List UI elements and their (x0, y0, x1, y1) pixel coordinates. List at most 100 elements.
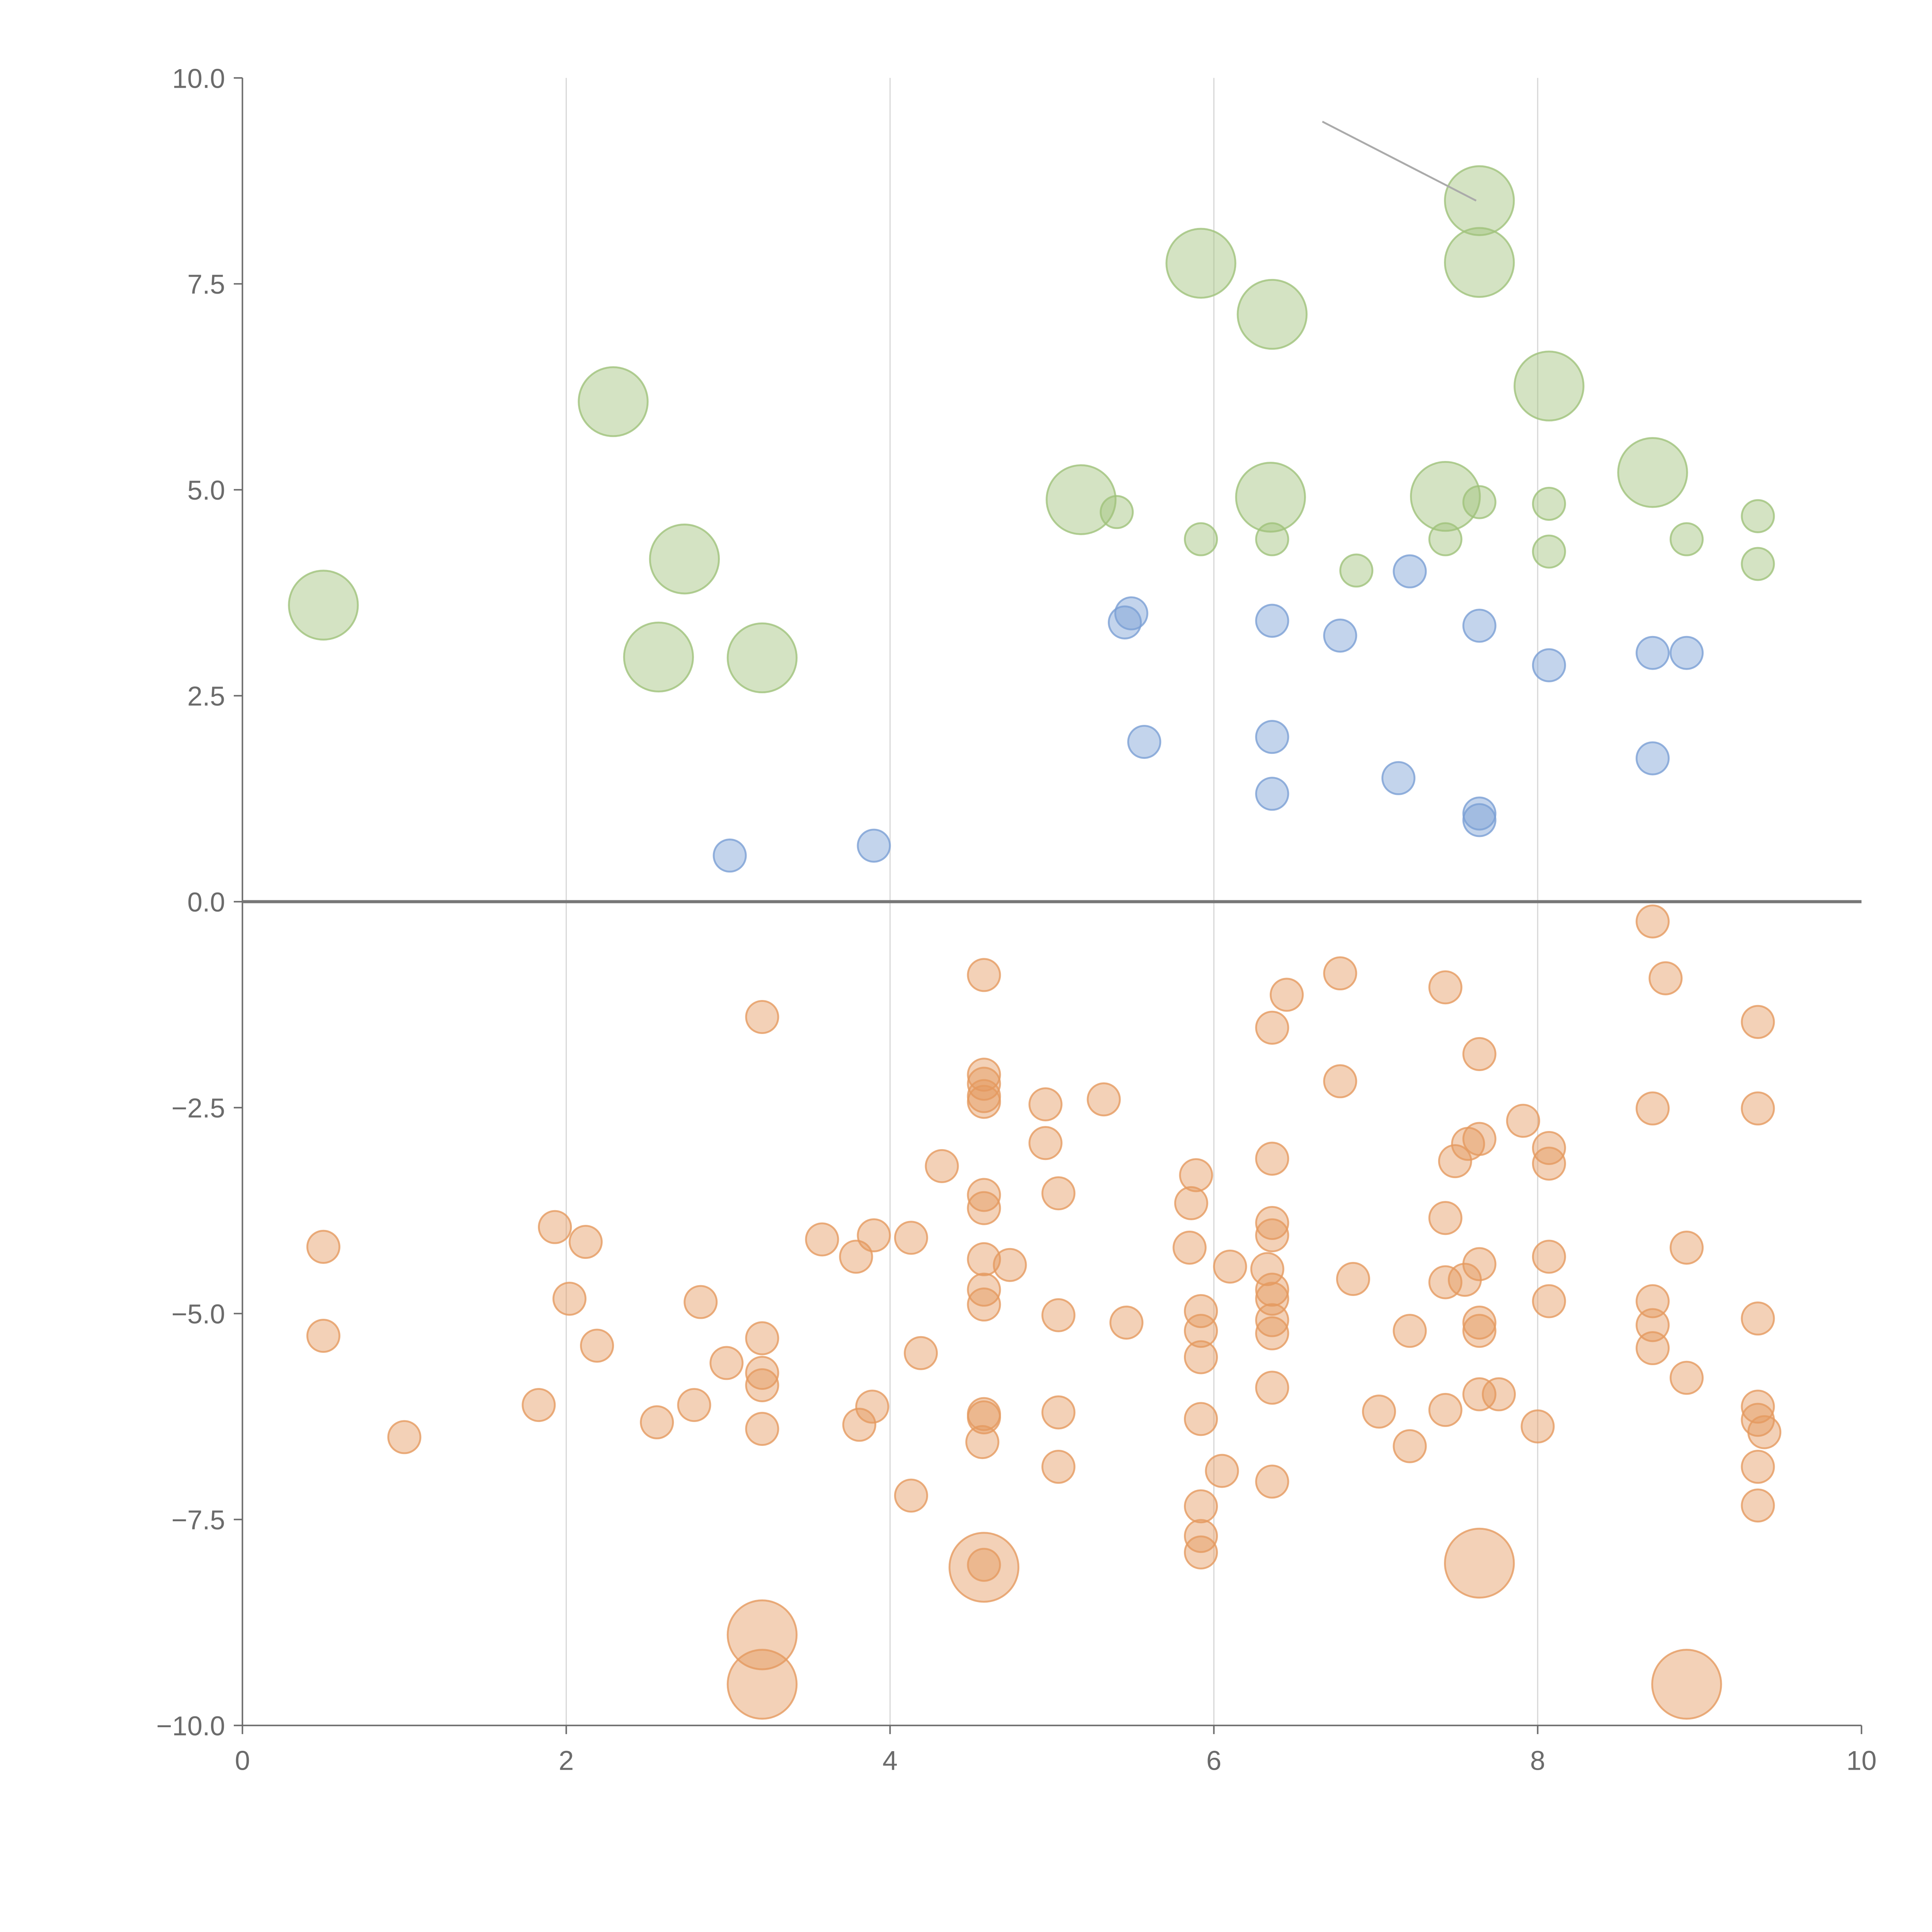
data-point-orange (1087, 1082, 1121, 1117)
data-point-orange (745, 1412, 779, 1446)
data-point-blue (857, 828, 891, 863)
data-point-orange (1041, 1395, 1076, 1430)
data-point-orange (967, 1085, 1001, 1119)
data-point-orange (967, 1178, 1001, 1212)
data-point-orange (1041, 1298, 1076, 1332)
data-point-orange (967, 1400, 1001, 1435)
data-point-green (1410, 461, 1481, 532)
data-point-orange (1428, 970, 1463, 1005)
data-point-orange (855, 1389, 889, 1424)
data-point-orange (967, 1066, 1001, 1101)
data-point-blue (1462, 609, 1497, 643)
data-point-orange (726, 1599, 798, 1670)
data-point-blue (1669, 636, 1704, 670)
data-point-orange (894, 1478, 928, 1513)
data-point-orange (1635, 1091, 1670, 1126)
data-point-orange (1635, 1284, 1670, 1318)
data-point-green (1255, 522, 1289, 556)
data-point-orange (1532, 1146, 1566, 1181)
data-point-orange (522, 1388, 556, 1422)
data-point-orange (1323, 1064, 1357, 1099)
data-point-green (1462, 485, 1497, 519)
data-point-orange (1255, 1218, 1289, 1252)
series-blue (713, 554, 1704, 873)
y-tick-label: 0.0 (187, 887, 225, 917)
data-point-orange (1462, 1247, 1497, 1281)
data-point-orange (1648, 961, 1683, 995)
x-tick-label: 10 (1846, 1745, 1876, 1776)
data-point-orange (1635, 904, 1670, 939)
data-point-orange (1213, 1249, 1247, 1284)
data-point-green (623, 621, 694, 693)
y-tick-label: −7.5 (172, 1505, 225, 1535)
data-point-orange (1506, 1104, 1540, 1138)
data-point-orange (1184, 1402, 1218, 1436)
data-point-orange (1174, 1186, 1208, 1220)
y-tick-label: 10.0 (172, 63, 225, 94)
data-point-orange (948, 1532, 1020, 1603)
data-point-orange (1651, 1649, 1722, 1720)
data-point-blue (1255, 604, 1289, 638)
data-point-orange (1462, 1122, 1497, 1156)
data-point-orange (745, 1321, 779, 1355)
x-tick-label: 2 (559, 1745, 574, 1776)
data-point-orange (1438, 1144, 1472, 1179)
data-point-green (1339, 553, 1374, 588)
data-point-orange (967, 1548, 1001, 1582)
data-point-orange (709, 1346, 744, 1380)
data-point-orange (1444, 1527, 1515, 1599)
data-point-green (1532, 486, 1566, 521)
data-point-orange (1255, 1464, 1289, 1499)
data-point-orange (580, 1328, 614, 1363)
data-point-orange (1741, 1389, 1775, 1424)
data-point-orange (1172, 1230, 1207, 1265)
data-point-orange (1184, 1294, 1218, 1328)
data-point-orange (1428, 1393, 1463, 1427)
data-point-orange (1028, 1087, 1063, 1122)
data-point-orange (1741, 1091, 1775, 1126)
data-point-green (1444, 227, 1515, 298)
data-point-orange (1255, 1141, 1289, 1176)
data-point-green (1165, 228, 1236, 299)
data-point-green (288, 570, 359, 641)
data-point-blue (1635, 741, 1670, 776)
y-tick-label: 2.5 (187, 681, 225, 711)
data-point-orange (1462, 1314, 1497, 1348)
data-point-green (1741, 499, 1775, 533)
series-orange (306, 904, 1782, 1720)
data-point-orange (1184, 1340, 1218, 1374)
data-point-green (1514, 350, 1585, 422)
data-point-orange (1184, 1314, 1218, 1348)
data-point-orange (1255, 1371, 1289, 1405)
data-point-orange (726, 1649, 798, 1720)
data-point-blue (1255, 720, 1289, 754)
data-point-orange (967, 1242, 1001, 1276)
data-point-orange (1741, 1301, 1775, 1336)
data-point-green (1235, 462, 1306, 533)
data-point-orange (1669, 1361, 1704, 1395)
data-point-orange (1393, 1314, 1427, 1348)
data-point-orange (1481, 1377, 1516, 1412)
data-point-orange (538, 1210, 572, 1244)
data-point-orange (1462, 1037, 1497, 1071)
axes: 0 2 4 6 8 10 10.0 7.5 5.0 2.5 0.0 −2.5 −5.0 −7.5 −10.0 (156, 63, 1876, 1776)
data-point-blue (1532, 648, 1566, 682)
data-point-blue (1255, 777, 1289, 811)
data-point-orange (1741, 1450, 1775, 1484)
data-point-green (1617, 437, 1688, 508)
data-point-orange (745, 1355, 779, 1390)
data-point-orange (993, 1248, 1027, 1282)
data-point-orange (745, 1000, 779, 1034)
data-point-orange (1741, 1488, 1775, 1523)
data-point-orange (904, 1336, 938, 1370)
data-point-orange (1532, 1284, 1566, 1318)
data-point-orange (306, 1319, 340, 1353)
data-point-green (578, 366, 649, 437)
data-point-orange (1428, 1201, 1463, 1235)
data-point-orange (1635, 1308, 1670, 1342)
data-point-blue (713, 838, 747, 873)
data-point-orange (894, 1221, 928, 1255)
data-point-blue (1323, 618, 1357, 653)
data-point-green (1428, 522, 1463, 556)
data-point-green (1532, 534, 1566, 569)
